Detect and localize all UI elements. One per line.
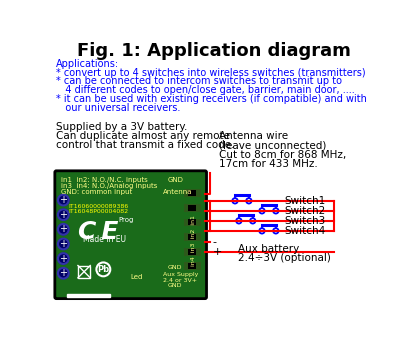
- Text: +: +: [59, 210, 67, 220]
- Bar: [67, 294, 110, 297]
- Text: +: +: [59, 268, 67, 278]
- Bar: [188, 190, 196, 196]
- Text: Pb: Pb: [97, 265, 110, 274]
- Text: Led: Led: [130, 274, 143, 280]
- Text: +: +: [59, 195, 67, 205]
- Text: 2.4 or 3V+: 2.4 or 3V+: [163, 278, 197, 283]
- Bar: [188, 263, 196, 270]
- Text: Can duplicate almost any remote: Can duplicate almost any remote: [56, 131, 229, 141]
- Circle shape: [58, 268, 69, 279]
- Bar: [184, 204, 201, 212]
- Circle shape: [58, 253, 69, 264]
- Circle shape: [58, 239, 69, 250]
- Bar: [188, 234, 196, 240]
- Circle shape: [58, 195, 69, 205]
- Text: IT16060000089386: IT16060000089386: [69, 204, 129, 209]
- Text: -: -: [213, 237, 217, 247]
- Text: 17cm for 433 MHz.: 17cm for 433 MHz.: [219, 159, 318, 169]
- Text: +: +: [59, 224, 67, 234]
- Text: +: +: [59, 239, 67, 249]
- Text: Prog: Prog: [119, 217, 134, 223]
- Bar: [184, 189, 201, 197]
- Text: C E: C E: [78, 220, 118, 244]
- Text: Fig. 1: Application diagram: Fig. 1: Application diagram: [77, 42, 351, 60]
- Text: in3  in4: N.O./Analog inputs: in3 in4: N.O./Analog inputs: [61, 183, 157, 189]
- Text: (leave unconnected): (leave unconnected): [219, 140, 326, 151]
- Bar: [184, 219, 201, 226]
- Text: Switch3: Switch3: [284, 216, 326, 226]
- Bar: [188, 219, 196, 225]
- Text: Antenna wire: Antenna wire: [219, 131, 288, 141]
- Text: GND: GND: [167, 264, 182, 270]
- Text: Aux Supply: Aux Supply: [163, 272, 199, 277]
- Text: Antenna: Antenna: [163, 188, 193, 195]
- Text: Made in EU: Made in EU: [83, 235, 125, 244]
- Bar: [188, 248, 196, 255]
- FancyBboxPatch shape: [55, 171, 206, 299]
- Text: Supplied by a 3V battery.: Supplied by a 3V battery.: [56, 122, 187, 132]
- Bar: [78, 265, 90, 278]
- Text: 2.4÷3V (optional): 2.4÷3V (optional): [238, 253, 331, 263]
- Text: * it can be used with existing receivers (if compatible) and with: * it can be used with existing receivers…: [56, 94, 367, 104]
- Text: GND: common input: GND: common input: [61, 190, 132, 195]
- Bar: [184, 233, 201, 241]
- Text: Aux battery: Aux battery: [238, 244, 299, 254]
- Text: 4 different codes to open/close gate, barrier, main door, ....: 4 different codes to open/close gate, ba…: [56, 85, 354, 95]
- Text: +: +: [213, 247, 222, 257]
- Circle shape: [58, 209, 69, 220]
- Text: Cut to 8cm for 868 MHz,: Cut to 8cm for 868 MHz,: [219, 149, 346, 160]
- Text: Switch2: Switch2: [284, 206, 326, 216]
- Text: Switch1: Switch1: [284, 196, 326, 206]
- Text: IT16048P00004082: IT16048P00004082: [69, 209, 129, 214]
- Text: * can be connected to intercom switches to transmit up to: * can be connected to intercom switches …: [56, 77, 342, 86]
- Text: control that transmit a fixed code.: control that transmit a fixed code.: [56, 140, 234, 151]
- Text: Applications:: Applications:: [56, 59, 119, 69]
- Bar: [184, 262, 201, 270]
- Text: Switch4: Switch4: [284, 226, 326, 236]
- Text: * convert up to 4 switches into wireless switches (transmitters): * convert up to 4 switches into wireless…: [56, 68, 365, 78]
- Bar: [188, 205, 196, 211]
- Text: in4  in3  in2  in1: in4 in3 in2 in1: [191, 216, 196, 266]
- Circle shape: [58, 224, 69, 235]
- Bar: [184, 248, 201, 256]
- Text: our universal receivers.: our universal receivers.: [56, 103, 180, 113]
- Text: GND: GND: [167, 283, 182, 288]
- Text: +: +: [59, 254, 67, 264]
- Text: in1  in2: N.O./N.C. inputs: in1 in2: N.O./N.C. inputs: [61, 177, 148, 183]
- Text: GND: GND: [167, 177, 183, 183]
